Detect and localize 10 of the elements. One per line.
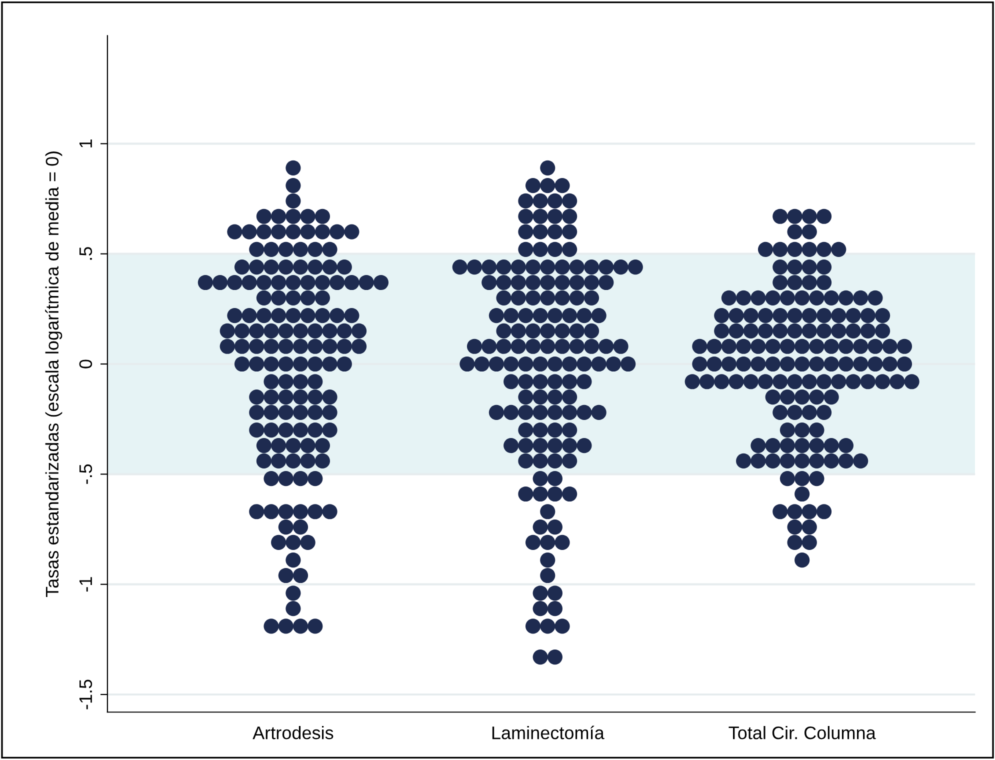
y-tick-label: 0: [79, 360, 92, 368]
y-tick-label: -1: [79, 577, 92, 592]
x-tick-label: Total Cir. Columna: [728, 726, 876, 740]
x-tick-label: Laminectomía: [492, 726, 604, 740]
x-tick-label: Artrodesis: [252, 726, 334, 740]
y-tick-label: 1: [79, 140, 92, 148]
y-tick-label: -.5: [79, 464, 92, 484]
y-tick-label: -1.5: [79, 680, 92, 710]
y-tick-label: .5: [79, 247, 92, 260]
y-axis-title: Tasas estandarizadas (escala logarítmica de media = 0): [45, 151, 62, 598]
